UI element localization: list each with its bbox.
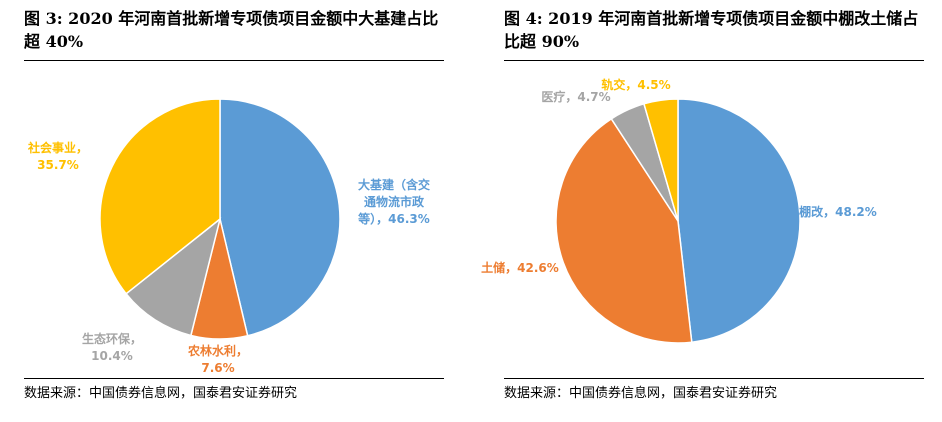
slice-label-line: 轨交，4.5% [601, 77, 670, 92]
slice-label-line: 等），46.3% [357, 211, 430, 226]
slice-label-line: 10.4% [91, 349, 133, 363]
chart-title: 图 4: 2019 年河南首批新增专项债项目金额中棚改土储占比超 90% [504, 9, 919, 51]
slice-label: 棚改，48.2% [799, 204, 877, 219]
slice-label-line: 7.6% [201, 361, 234, 375]
slice-label: 社会事业， 35.7% [27, 140, 88, 172]
slice-label-line: 土储，42.6% [481, 260, 559, 275]
source-note: 数据来源：中国债券信息网，国泰君安证券研究 [504, 386, 778, 401]
pie-slice [99, 98, 221, 295]
pie-slice [677, 98, 801, 344]
pie-slice [555, 117, 693, 344]
slice-label: 轨交，4.5% [601, 77, 670, 92]
slice-label: 土储，42.6% [481, 260, 559, 275]
slice-label: 医疗，4.7% [541, 89, 610, 104]
slice-label: 大基建（含交通物流市政等），46.3% [357, 177, 430, 226]
slice-label-line: 棚改，48.2% [799, 204, 877, 219]
source-note: 数据来源：中国债券信息网，国泰君安证券研究 [24, 386, 298, 401]
chart-title: 图 3: 2020 年河南首批新增专项债项目金额中大基建占比超 40% [24, 9, 439, 51]
slice-label-line: 35.7% [37, 158, 79, 172]
pie-chart-2019: 棚改，48.2% 土储，42.6% 医疗，4.7%轨交，4.5% [481, 77, 877, 344]
pie-slice [125, 217, 222, 337]
title-rule [24, 60, 444, 61]
slice-label-line: 医疗，4.7% [541, 89, 610, 104]
slice-label-line: 社会事业， [27, 140, 88, 155]
slice-label-line: 农林水利， [187, 343, 248, 358]
slice-label-line: 通物流市政 [364, 194, 425, 209]
source-rule [24, 378, 444, 379]
chart-panel-left: 图 3: 2020 年河南首批新增专项债项目金额中大基建占比超 40% 大基建（… [0, 0, 462, 422]
slice-label-line: 生态环保， [82, 331, 142, 346]
pie-slice [219, 98, 341, 337]
slice-label-line: 大基建（含交 [358, 177, 430, 192]
slice-label: 农林水利， 7.6% [187, 343, 248, 375]
pie-slice [643, 98, 679, 222]
pie-chart-2020: 大基建（含交通物流市政等），46.3% 农林水利， 7.6% 生态环保， 10.4% 社会… [27, 98, 430, 375]
title-rule [504, 60, 924, 61]
chart-panel-right: 图 4: 2019 年河南首批新增专项债项目金额中棚改土储占比超 90% 棚改，… [480, 0, 942, 422]
source-rule [504, 378, 924, 379]
slice-label: 生态环保， 10.4% [82, 331, 142, 363]
